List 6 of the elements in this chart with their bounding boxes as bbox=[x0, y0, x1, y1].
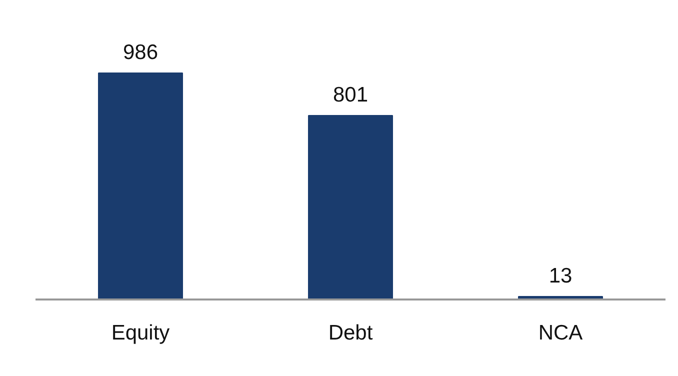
data-label: 13 bbox=[548, 264, 572, 288]
data-label: 801 bbox=[332, 83, 368, 106]
x-tick-label: Equity bbox=[111, 322, 170, 344]
x-tick-label: Debt bbox=[328, 322, 373, 344]
x-tick-label: NCA bbox=[538, 322, 583, 344]
data-label: 986 bbox=[122, 40, 158, 64]
